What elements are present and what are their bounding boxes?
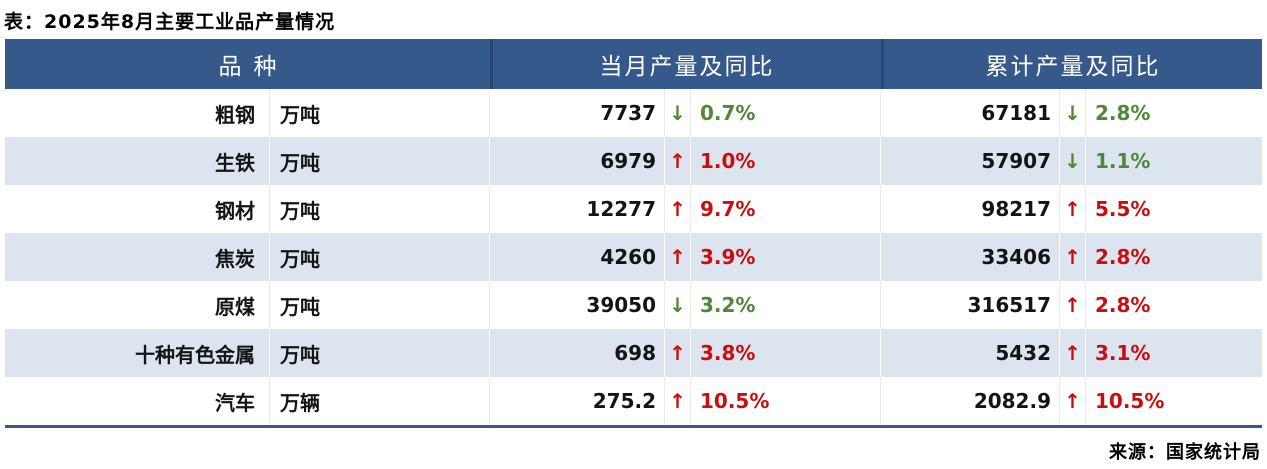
table-row: 十种有色金属 万吨 698 ↑ 3.8% 5432 ↑ 3.1% bbox=[5, 329, 1262, 377]
cumulative-percent: 1.1% bbox=[1095, 149, 1151, 173]
up-arrow-icon: ↑ bbox=[665, 233, 691, 281]
cumulative-percent: 10.5% bbox=[1095, 389, 1165, 413]
cumulative-percent: 2.8% bbox=[1095, 293, 1151, 317]
down-arrow-icon: ↓ bbox=[665, 89, 691, 137]
row-product-name: 生铁 bbox=[5, 137, 270, 185]
cumulative-value: 57907 bbox=[881, 137, 1060, 185]
monthly-value: 6979 bbox=[490, 137, 665, 185]
row-product-name: 汽车 bbox=[5, 377, 270, 425]
source-label: 来源：国家统计局 bbox=[1109, 442, 1261, 463]
header-species: 品种 bbox=[218, 54, 289, 80]
cumulative-percent: 5.5% bbox=[1095, 197, 1151, 221]
header-monthly-output: 当月产量及同比 bbox=[490, 39, 881, 89]
table-row: 生铁 万吨 6979 ↑ 1.0% 57907 ↓ 1.1% bbox=[5, 137, 1262, 185]
row-product-name: 十种有色金属 bbox=[5, 329, 270, 377]
monthly-value: 39050 bbox=[490, 281, 665, 329]
up-arrow-icon: ↑ bbox=[1060, 281, 1086, 329]
monthly-percent: 1.0% bbox=[691, 137, 881, 185]
cumulative-percent: 2.8% bbox=[1095, 245, 1151, 269]
monthly-percent: 0.7% bbox=[691, 89, 881, 137]
monthly-value: 698 bbox=[490, 329, 665, 377]
monthly-percent: 3.9% bbox=[691, 233, 881, 281]
table-body: 粗钢 万吨 7737 ↓ 0.7% 67181 ↓ 2.8% 生铁 万吨 697… bbox=[5, 89, 1262, 425]
table-row: 钢材 万吨 12277 ↑ 9.7% 98217 ↑ 5.5% bbox=[5, 185, 1262, 233]
cumulative-value: 2082.9 bbox=[881, 377, 1060, 425]
up-arrow-icon: ↑ bbox=[665, 329, 691, 377]
up-arrow-icon: ↑ bbox=[1060, 185, 1086, 233]
header-cumulative-output: 累计产量及同比 bbox=[881, 39, 1262, 89]
monthly-percent: 3.8% bbox=[691, 329, 881, 377]
up-arrow-icon: ↑ bbox=[665, 185, 691, 233]
row-product-name: 原煤 bbox=[5, 281, 270, 329]
cumulative-value: 316517 bbox=[881, 281, 1060, 329]
cumulative-percent: 3.1% bbox=[1095, 341, 1151, 365]
row-unit: 万吨 bbox=[270, 89, 490, 137]
row-product-name: 焦炭 bbox=[5, 233, 270, 281]
up-arrow-icon: ↑ bbox=[665, 377, 691, 425]
row-product-name: 钢材 bbox=[5, 185, 270, 233]
monthly-percent: 10.5% bbox=[691, 377, 881, 425]
monthly-value: 12277 bbox=[490, 185, 665, 233]
table-title: 表：2025年8月主要工业品产量情况 bbox=[4, 11, 336, 33]
table-row: 焦炭 万吨 4260 ↑ 3.9% 33406 ↑ 2.8% bbox=[5, 233, 1262, 281]
monthly-value: 275.2 bbox=[490, 377, 665, 425]
up-arrow-icon: ↑ bbox=[1060, 377, 1086, 425]
row-unit: 万吨 bbox=[270, 281, 490, 329]
table-row: 粗钢 万吨 7737 ↓ 0.7% 67181 ↓ 2.8% bbox=[5, 89, 1262, 137]
monthly-value: 4260 bbox=[490, 233, 665, 281]
cumulative-value: 5432 bbox=[881, 329, 1060, 377]
up-arrow-icon: ↑ bbox=[665, 137, 691, 185]
table-row: 汽车 万辆 275.2 ↑ 10.5% 2082.9 ↑ 10.5% bbox=[5, 377, 1262, 425]
down-arrow-icon: ↓ bbox=[1060, 89, 1086, 137]
row-product-name: 粗钢 bbox=[5, 89, 270, 137]
monthly-percent: 9.7% bbox=[691, 185, 881, 233]
table-bottom-border bbox=[5, 425, 1262, 428]
down-arrow-icon: ↓ bbox=[665, 281, 691, 329]
monthly-percent: 3.2% bbox=[691, 281, 881, 329]
down-arrow-icon: ↓ bbox=[1060, 137, 1086, 185]
row-unit: 万吨 bbox=[270, 185, 490, 233]
row-unit: 万吨 bbox=[270, 329, 490, 377]
table-row: 原煤 万吨 39050 ↓ 3.2% 316517 ↑ 2.8% bbox=[5, 281, 1262, 329]
cumulative-value: 33406 bbox=[881, 233, 1060, 281]
cumulative-value: 98217 bbox=[881, 185, 1060, 233]
cumulative-value: 67181 bbox=[881, 89, 1060, 137]
row-unit: 万吨 bbox=[270, 137, 490, 185]
row-unit: 万辆 bbox=[270, 377, 490, 425]
row-unit: 万吨 bbox=[270, 233, 490, 281]
up-arrow-icon: ↑ bbox=[1060, 329, 1086, 377]
cumulative-percent: 2.8% bbox=[1095, 101, 1151, 125]
monthly-value: 7737 bbox=[490, 89, 665, 137]
up-arrow-icon: ↑ bbox=[1060, 233, 1086, 281]
production-table: 品种 当月产量及同比 累计产量及同比 粗钢 万吨 7737 ↓ 0.7% 671… bbox=[5, 39, 1262, 428]
table-header-row: 品种 当月产量及同比 累计产量及同比 bbox=[5, 39, 1262, 89]
